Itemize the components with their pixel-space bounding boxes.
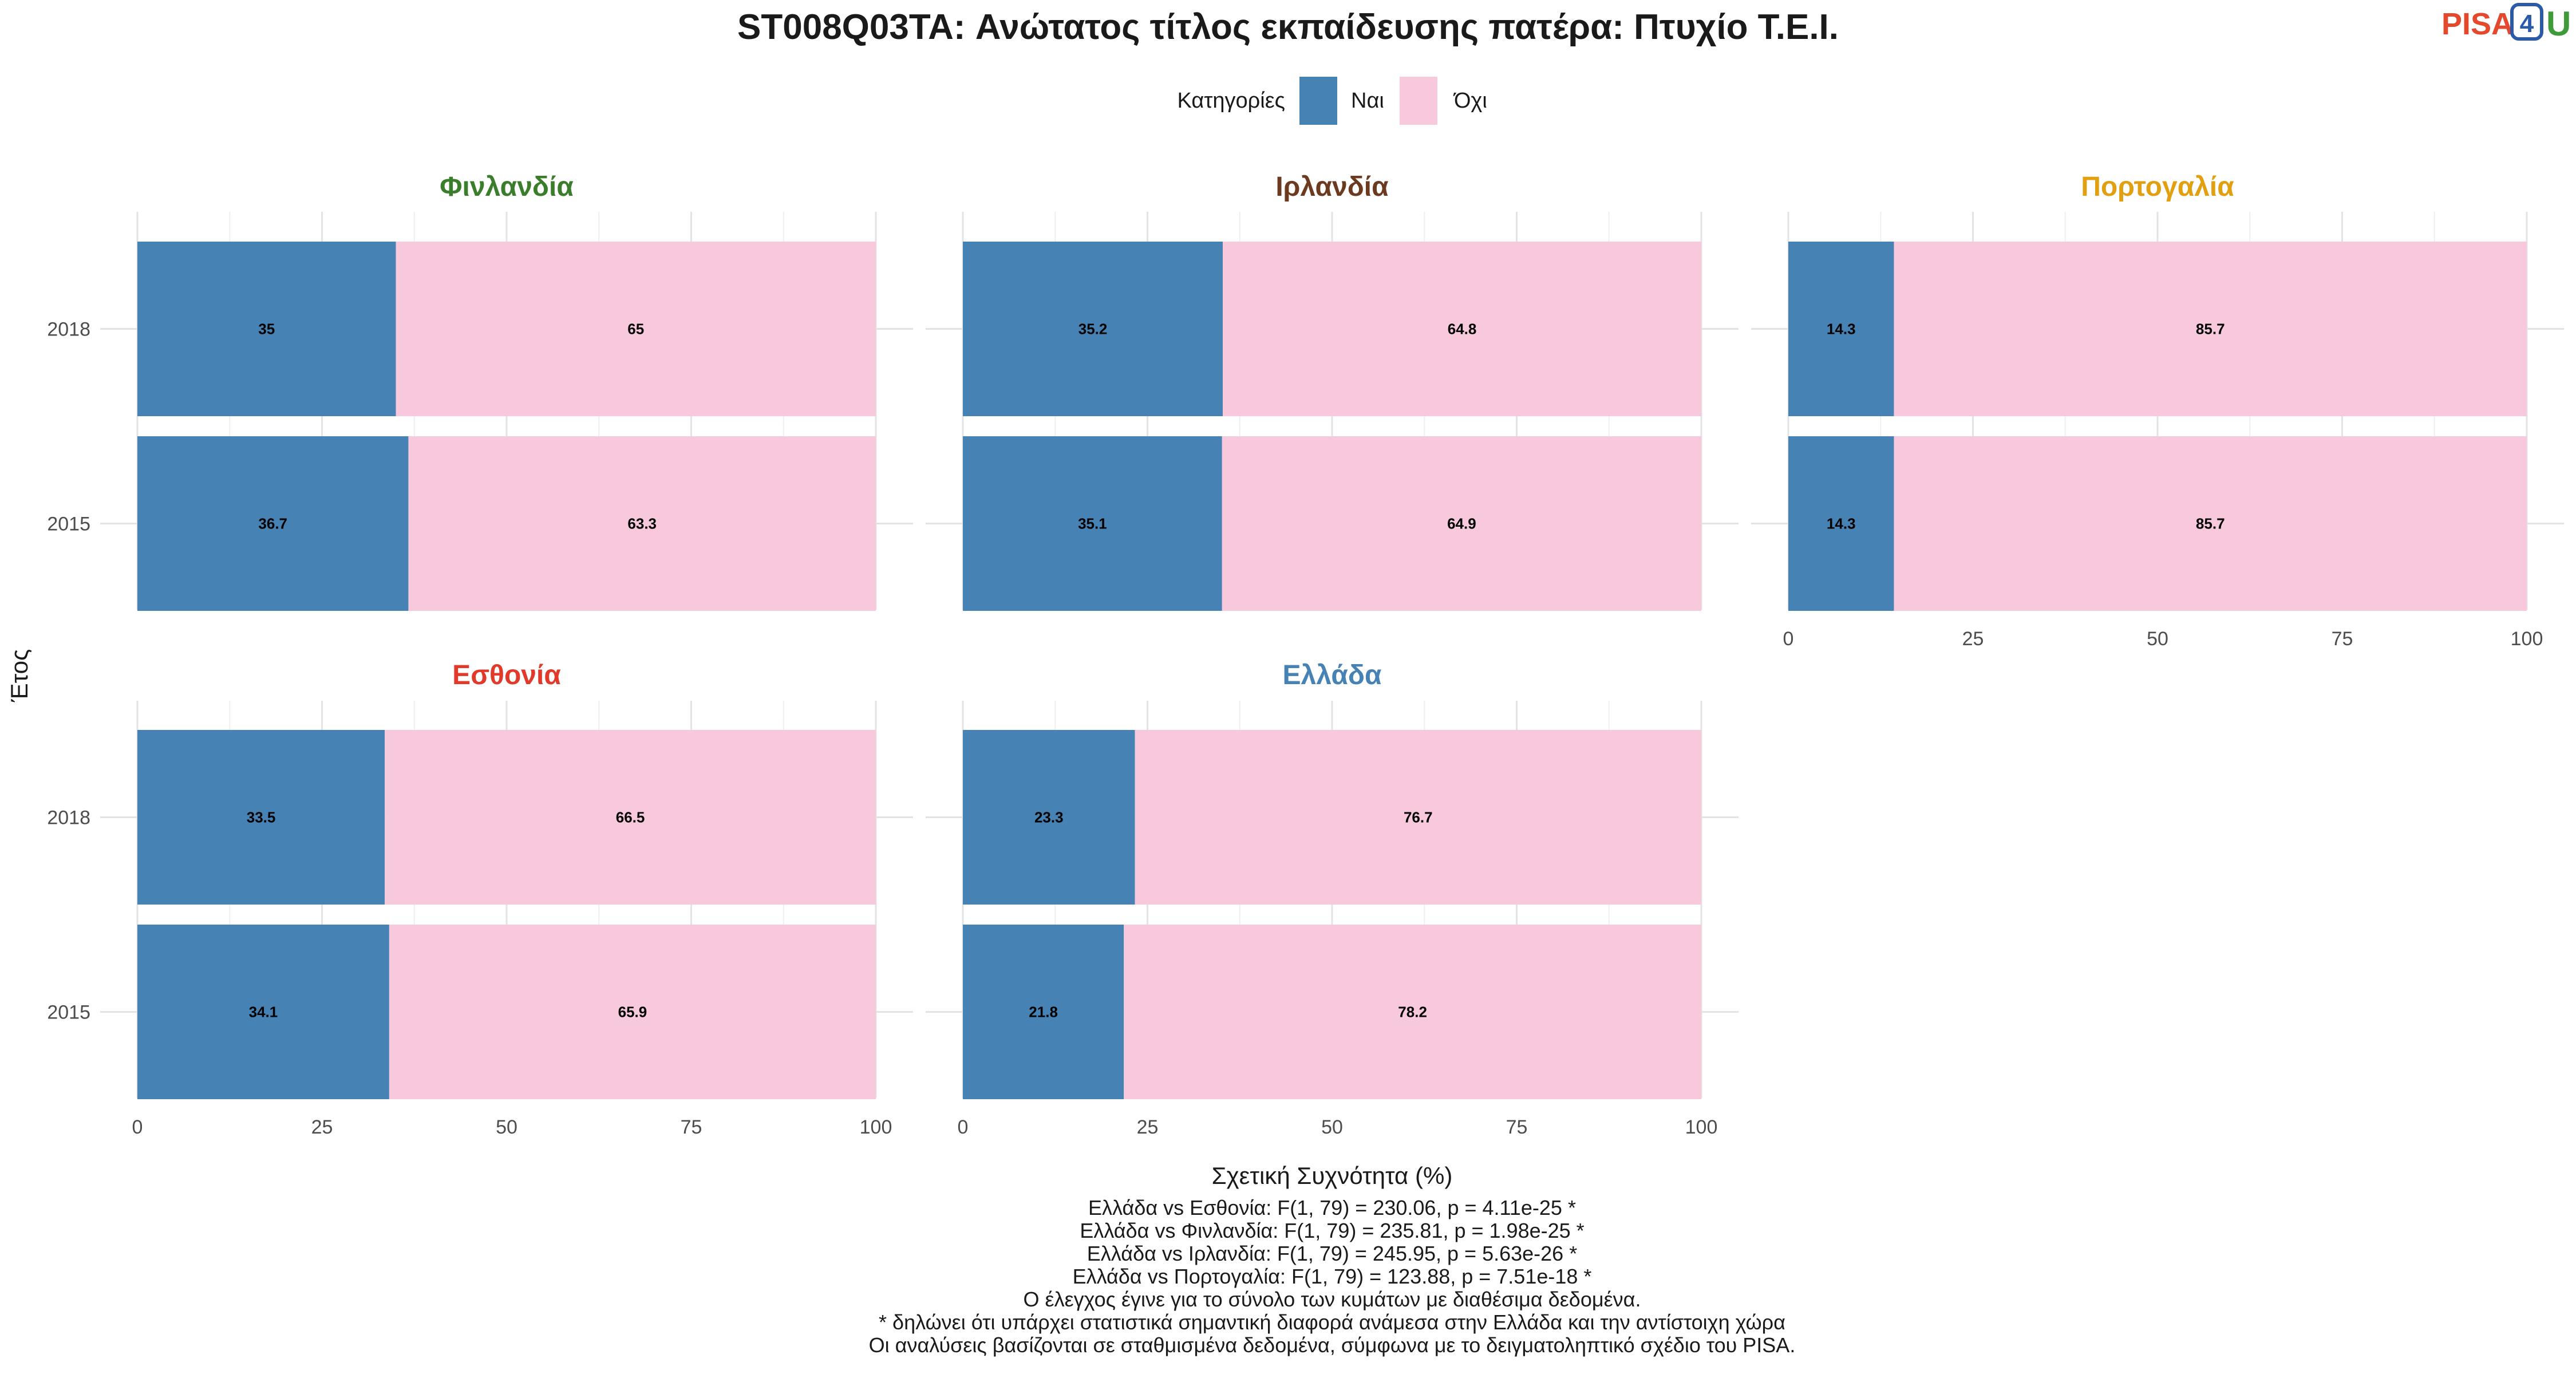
bar-value-label: 65 [627, 321, 644, 338]
logo-text-four: 4 [2520, 10, 2534, 38]
caption-line: Ελλάδα vs Πορτογαλία: F(1, 79) = 123.88,… [1073, 1265, 1592, 1288]
x-tick-label: 25 [1137, 1116, 1159, 1138]
facet-panel: Φινλανδία 35 65 2018 36.7 63.3 2015 [47, 172, 913, 611]
chart-title: ST008Q03TA: Ανώτατος τίτλος εκπαίδευσης … [737, 7, 1839, 47]
x-tick-label: 0 [1783, 628, 1794, 650]
bar-value-label: 64.8 [1448, 321, 1477, 338]
x-tick-label: 50 [2147, 628, 2168, 650]
bar-value-label: 85.7 [2196, 515, 2225, 532]
legend-swatch-no [1400, 77, 1437, 125]
legend-label-yes: Ναι [1351, 89, 1384, 113]
facets: Φινλανδία 35 65 2018 36.7 63.3 2015 Ιρλανδία 35.… [47, 172, 2564, 1138]
bar-segment [1894, 436, 2527, 611]
bar-value-label: 66.5 [616, 809, 645, 826]
bar-value-label: 35.1 [1078, 515, 1107, 532]
bar-segment [1222, 436, 1701, 611]
legend-swatch-yes [1299, 77, 1337, 125]
x-tick-label: 0 [132, 1116, 143, 1138]
x-tick-label: 50 [496, 1116, 517, 1138]
x-tick-label: 100 [860, 1116, 892, 1138]
bar-value-label: 85.7 [2196, 321, 2225, 338]
x-tick-label: 100 [2511, 628, 2543, 650]
bar-segment [408, 436, 876, 611]
x-tick-label: 25 [311, 1116, 333, 1138]
bar-segment [389, 925, 876, 1099]
logo-text-pisa: PISA [2441, 7, 2514, 41]
facet-title: Ελλάδα [1283, 660, 1382, 690]
bar-segment [1223, 242, 1701, 416]
caption-line: * δηλώνει ότι υπάρχει στατιστικά σημαντι… [879, 1310, 1785, 1334]
bar-value-label: 23.3 [1034, 809, 1064, 826]
caption-line: Ελλάδα vs Ιρλανδία: F(1, 79) = 245.95, p… [1087, 1242, 1577, 1265]
y-tick-label: 2018 [47, 807, 90, 829]
facet-panel: Ελλάδα 23.3 76.7 21.8 78.2 0 25 50 75 100 [926, 660, 1739, 1138]
caption-line: Ο έλεγχος έγινε για το σύνολο των κυμάτω… [1024, 1288, 1641, 1311]
facet-title: Πορτογαλία [2081, 172, 2234, 202]
y-tick-label: 2018 [47, 319, 90, 341]
x-tick-label: 75 [681, 1116, 702, 1138]
x-tick-label: 75 [2332, 628, 2353, 650]
bar-segment [137, 436, 409, 611]
bar-segment [385, 730, 876, 905]
logo-badge [2510, 3, 2543, 41]
bar-segment [396, 242, 876, 416]
bar-value-label: 14.3 [1827, 515, 1856, 532]
x-tick-label: 75 [1506, 1116, 1528, 1138]
y-axis-label: Έτος [6, 649, 33, 703]
bar-segment [1124, 925, 1701, 1099]
bar-value-label: 63.3 [627, 515, 657, 532]
legend-title: Κατηγορίες [1178, 89, 1285, 113]
x-tick-label: 50 [1321, 1116, 1343, 1138]
bar-value-label: 33.5 [247, 809, 276, 826]
bar-segment [137, 730, 385, 905]
bar-value-label: 21.8 [1029, 1004, 1058, 1021]
y-tick-label: 2015 [47, 1002, 90, 1024]
bar-segment [137, 925, 389, 1099]
facet-panel: Εσθονία 33.5 66.5 2018 34.1 65.9 2015 0 25 50 75 10… [47, 660, 913, 1138]
bar-segment [1788, 436, 1894, 611]
bar-value-label: 34.1 [249, 1004, 278, 1021]
bar-value-label: 64.9 [1447, 515, 1476, 532]
facet-title: Φινλανδία [440, 172, 574, 202]
y-tick-label: 2015 [47, 514, 90, 535]
caption: Ελλάδα vs Εσθονία: F(1, 79) = 230.06, p … [869, 1196, 1796, 1357]
bar-segment [963, 436, 1222, 611]
bar-value-label: 14.3 [1827, 321, 1856, 338]
legend-label-no: Όχι [1453, 89, 1487, 113]
facet-panel: Ιρλανδία 35.2 64.8 35.1 64.9 [926, 172, 1739, 611]
caption-line: Οι αναλύσεις βασίζονται σε σταθμισμένα δ… [869, 1333, 1796, 1357]
caption-line: Ελλάδα vs Φινλανδία: F(1, 79) = 235.81, … [1080, 1219, 1584, 1242]
bar-value-label: 78.2 [1398, 1004, 1427, 1021]
bar-segment [1135, 730, 1701, 905]
x-tick-label: 0 [958, 1116, 969, 1138]
bar-value-label: 65.9 [618, 1004, 647, 1021]
facet-title: Εσθονία [452, 660, 561, 690]
bar-segment [963, 242, 1223, 416]
legend: Κατηγορίες Ναι Όχι [1178, 77, 1487, 125]
bar-segment [1894, 242, 2527, 416]
facet-title: Ιρλανδία [1275, 172, 1389, 202]
bar-segment [963, 925, 1124, 1099]
facet-panel: Πορτογαλία 14.3 85.7 14.3 85.7 0 25 50 75 100 [1751, 172, 2564, 650]
x-tick-label: 25 [1962, 628, 1984, 650]
bar-value-label: 76.7 [1404, 809, 1433, 826]
bar-segment [137, 242, 396, 416]
logo-text-u: U [2546, 5, 2571, 43]
bar-value-label: 36.7 [258, 515, 287, 532]
x-axis-label: Σχετική Συχνότητα (%) [1212, 1162, 1453, 1189]
bar-value-label: 35.2 [1078, 321, 1108, 338]
pisa4u-logo: PISA 4 U [2441, 3, 2571, 43]
x-tick-label: 100 [1685, 1116, 1718, 1138]
caption-line: Ελλάδα vs Εσθονία: F(1, 79) = 230.06, p … [1088, 1196, 1576, 1219]
bar-segment [1788, 242, 1894, 416]
bar-value-label: 35 [258, 321, 275, 338]
bar-segment [963, 730, 1135, 905]
